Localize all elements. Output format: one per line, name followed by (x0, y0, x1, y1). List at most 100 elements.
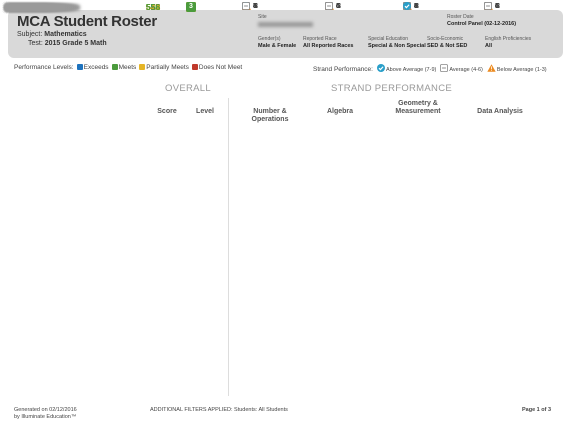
strand-score: 4 (495, 3, 499, 10)
strand-score: 2 (254, 3, 258, 10)
subject-value: Mathematics (44, 31, 87, 38)
header: MCA Student Roster Subject: Mathematics … (8, 10, 563, 58)
strand-label: Strand Performance: (313, 66, 373, 73)
score: 560 (145, 2, 161, 12)
score: 562 (145, 2, 161, 12)
strand-icon-above (376, 64, 385, 74)
score: 562 (145, 2, 161, 12)
score: 547 (145, 2, 161, 12)
strand-name: Average (4-6) (449, 67, 483, 73)
score: 550 (145, 2, 161, 12)
score: 543 (145, 2, 161, 12)
level-name: Does Not Meet (198, 64, 243, 71)
test: Test: 2015 Grade 5 Math (28, 40, 107, 47)
filter-value: SED & Not SED (427, 43, 468, 49)
column-header: Data Analysis (477, 108, 523, 115)
strand-score: 6 (495, 3, 499, 10)
level-name: Meets (118, 64, 137, 71)
level-swatch (191, 64, 198, 70)
site-label: Site (258, 14, 267, 20)
strand-score: 5 (336, 3, 340, 10)
strand-score: 6 (336, 3, 340, 10)
site-value-blurred (258, 22, 313, 27)
level-badge: 3 (186, 2, 196, 12)
strand-name: Above Average (7-9) (385, 67, 437, 73)
column-header: Score (157, 108, 177, 115)
filter-label: Special Education (368, 36, 409, 42)
score: 556 (145, 2, 161, 12)
score: 563 (145, 2, 161, 12)
strand-score: 9 (414, 3, 418, 10)
strand-score: 5 (495, 3, 499, 10)
strand-score: 5 (495, 3, 499, 10)
strand-icon-above (403, 2, 414, 10)
student-name-blurred (6, 5, 64, 10)
strand-score: 4 (414, 3, 418, 10)
strand-score: 5 (495, 3, 499, 10)
score: 540 (145, 2, 161, 12)
strand-score: 6 (253, 3, 257, 10)
strand-score: 7 (253, 3, 257, 10)
strand-score: 6 (336, 3, 340, 10)
score: 544 (145, 2, 161, 12)
strand-score: 6 (495, 3, 499, 10)
strand-score: 5 (495, 3, 499, 10)
strand-icon-avg (484, 2, 495, 10)
strand-name: Below Average (1-3) (496, 67, 547, 73)
strand-score: 4 (253, 3, 257, 10)
strand-score: 7 (414, 3, 418, 10)
strand-icon-below (487, 64, 496, 74)
score: 555 (145, 2, 161, 12)
filter-value: All (485, 43, 493, 49)
strand-score: 2 (415, 3, 419, 10)
filter-label: Socio-Economic (427, 36, 464, 42)
strand-score: 3 (254, 3, 258, 10)
filter-label: Gender(s) (258, 36, 281, 42)
footer-by: by Illuminate Education™ (14, 414, 77, 420)
strand-score: 6 (495, 3, 499, 10)
filter-label: English Proficiencies (485, 36, 532, 42)
strand-score: 3 (337, 3, 341, 10)
filter-value: Male & Female (258, 43, 297, 49)
score: 552 (145, 2, 161, 12)
strand-score: 7 (253, 3, 257, 10)
strand-score: 4 (336, 3, 340, 10)
score: 541 (145, 2, 161, 12)
strand-score: 4 (253, 3, 257, 10)
title: MCA Student Roster (17, 13, 157, 30)
level-swatch (76, 64, 83, 70)
strand-score: 3 (254, 3, 258, 10)
strand-score: 6 (495, 3, 499, 10)
strand-score: 8 (414, 3, 418, 10)
strand-score: 6 (336, 3, 340, 10)
score: 540 (145, 2, 161, 12)
strand-score: 7 (414, 3, 418, 10)
strand-score: 6 (495, 3, 499, 10)
group-header: STRAND PERFORMANCE (331, 83, 452, 94)
strand-score: 7 (253, 3, 257, 10)
group-header: OVERALL (165, 83, 211, 94)
strand-score: 6 (336, 3, 340, 10)
strand-score: 4 (414, 3, 418, 10)
strand-score: 3 (415, 3, 419, 10)
strand-score: 3 (337, 3, 341, 10)
strand-score: 5 (336, 3, 340, 10)
footer-page: Page 1 of 3 (522, 407, 552, 413)
column-divider (228, 98, 229, 396)
test-value: 2015 Grade 5 Math (44, 40, 107, 47)
strand-score: 6 (495, 3, 499, 10)
strand-score: 4 (253, 3, 257, 10)
strand-cell: 5 (484, 2, 499, 10)
strand-score: 7 (495, 3, 499, 10)
filter-label: Reported Race (303, 36, 337, 42)
strand-score: 5 (336, 3, 340, 10)
strand-score: 7 (253, 3, 257, 10)
strand-score: 7 (414, 3, 418, 10)
strand-score: 3 (496, 3, 500, 10)
strand-icon-avg (440, 64, 449, 74)
strand-score: 3 (254, 3, 258, 10)
strand-score: 5 (336, 3, 340, 10)
footer-generated: Generated on 02/12/2016 (14, 407, 77, 413)
strand-score: 6 (336, 3, 340, 10)
strand-legend: Strand Performance: Above Average (7-9) Av… (313, 64, 551, 74)
